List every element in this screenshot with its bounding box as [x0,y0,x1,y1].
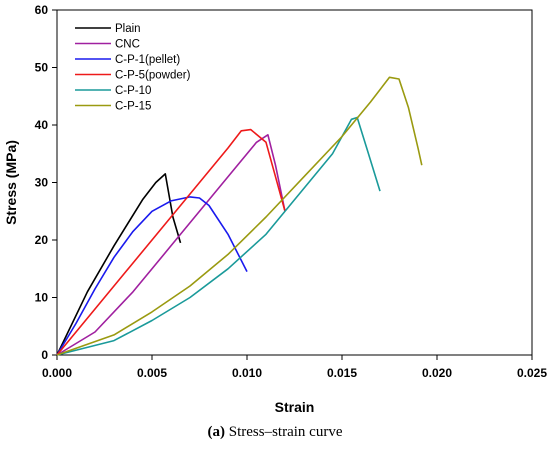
series-line-plain [56,173,182,356]
data-series [56,76,423,356]
legend-label: C-P-1(pellet) [115,54,180,66]
y-tick-label: 60 [35,3,49,17]
series-line-c-p-15 [56,76,423,356]
x-axis-title: Strain [275,399,315,415]
y-tick-label: 0 [41,348,48,362]
series-line-c-p-1-pellet [56,196,248,356]
legend: Plain CNC C-P-1(pellet) C-P-5(powder) C-P-10… [75,23,191,113]
legend-label: CNC [115,39,140,51]
y-tick-label: 50 [35,61,49,75]
series-line-c-p-5-powder [56,128,286,356]
series-line-cnc [56,134,286,356]
stress-strain-chart: 0.000 0.005 0.010 0.015 0.020 0.025 0 10 20 30 40… [3,3,547,415]
legend-label: C-P-10 [115,85,151,97]
series-line-c-p-10 [56,116,381,356]
y-axis-title: Stress (MPa) [3,140,19,225]
legend-label: C-P-15 [115,101,151,113]
figure-caption: (a) Stress–strain curve [0,424,550,441]
x-tick-label: 0.015 [327,366,357,380]
x-axis-ticks: 0.000 0.005 0.010 0.015 0.020 0.025 [42,355,547,380]
x-tick-label: 0.005 [137,366,167,380]
caption-label: (a) [207,424,226,440]
legend-label: Plain [115,23,141,35]
y-tick-label: 10 [35,291,49,305]
y-axis-ticks: 0 10 20 30 40 50 60 [35,3,57,362]
x-tick-label: 0.010 [232,366,262,380]
x-tick-label: 0.020 [422,366,452,380]
y-tick-label: 30 [35,176,49,190]
y-tick-label: 40 [35,118,49,132]
y-tick-label: 20 [35,233,49,247]
x-tick-label: 0.025 [517,366,547,380]
caption-text: Stress–strain curve [228,424,343,440]
x-tick-label: 0.000 [42,366,72,380]
legend-label: C-P-5(powder) [115,70,191,82]
